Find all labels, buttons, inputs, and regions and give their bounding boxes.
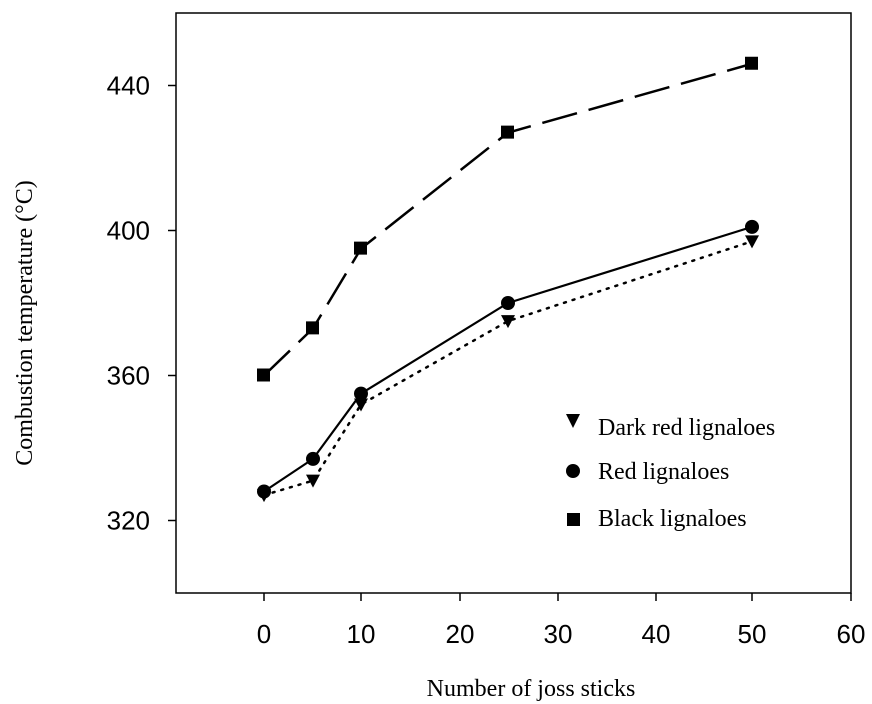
legend-label-dark-red: Dark red lignaloes	[598, 415, 775, 441]
data-point-square	[306, 321, 319, 335]
x-tick-label: 10	[347, 619, 376, 649]
data-point-circle	[745, 219, 759, 234]
data-point-circle	[354, 386, 368, 401]
x-axis-ticks: 0 10 20 30 40 50 60	[257, 593, 866, 649]
y-axis-title: Combustion temperature (°C)	[12, 180, 38, 466]
x-tick-label: 60	[837, 619, 866, 649]
y-tick-label: 400	[107, 216, 150, 246]
x-tick-label: 0	[257, 619, 271, 649]
legend-label-black: Black lignaloes	[598, 506, 747, 532]
data-point-circle	[306, 451, 320, 466]
series-line-2	[263, 62, 753, 377]
data-point-triangle-down	[745, 235, 759, 249]
series-line-0	[262, 240, 754, 497]
legend-label-red: Red lignaloes	[598, 459, 729, 485]
y-tick-label: 360	[107, 361, 150, 391]
data-point-square	[501, 125, 514, 139]
series-line-1	[263, 225, 753, 493]
legend-circle-marker	[566, 464, 580, 478]
data-point-triangle-down	[306, 474, 320, 488]
data-point-circle	[257, 484, 271, 499]
x-tick-label: 40	[642, 619, 671, 649]
data-point-triangle-down	[354, 398, 368, 412]
plot-area-frame	[175, 12, 852, 594]
data-point-square	[354, 241, 367, 255]
x-axis-title: Number of joss sticks	[427, 676, 636, 702]
data-point-square	[745, 56, 758, 70]
legend-square-marker	[567, 513, 580, 526]
x-tick-label: 20	[446, 619, 475, 649]
legend: Dark red lignaloes Red lignaloes Black l…	[566, 414, 775, 532]
x-tick-label: 30	[544, 619, 573, 649]
legend-item-dark-red: Dark red lignaloes	[566, 414, 775, 441]
legend-triangle-marker	[566, 414, 580, 428]
data-point-circle	[501, 296, 515, 310]
legend-item-black: Black lignaloes	[567, 506, 747, 532]
x-tick-label: 50	[738, 619, 767, 649]
data-point-square	[257, 368, 270, 382]
y-tick-label: 320	[107, 506, 150, 536]
series-layer	[257, 56, 759, 503]
legend-item-red: Red lignaloes	[566, 459, 729, 485]
y-tick-label: 440	[107, 71, 150, 101]
data-point-triangle-down	[501, 315, 515, 329]
y-axis-ticks: 320 360 400 440	[107, 71, 176, 536]
